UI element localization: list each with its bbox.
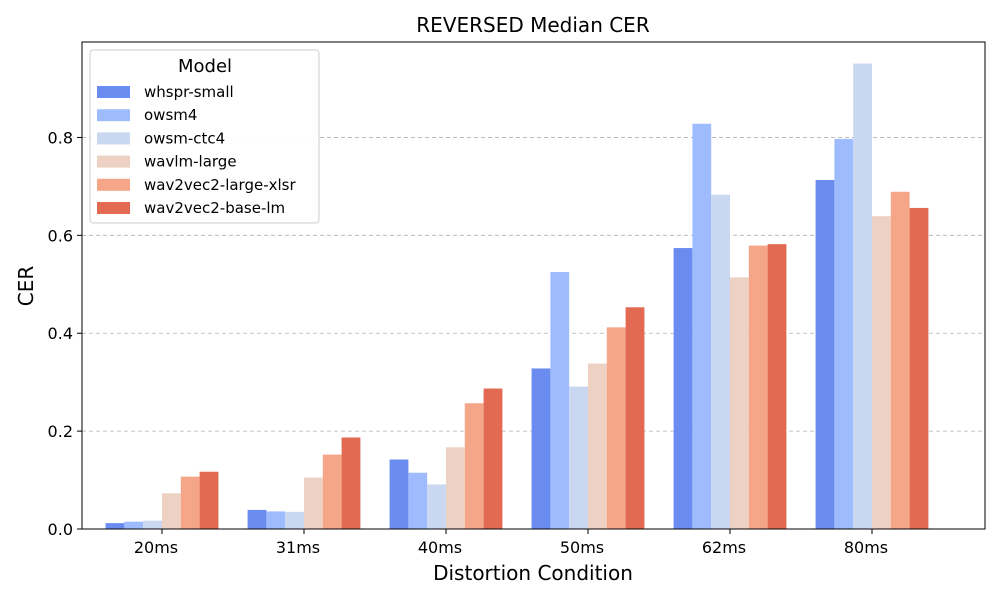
bar-whspr-small-31ms (247, 509, 267, 529)
y-tick-label: 0.4 (48, 324, 73, 343)
legend-entry-label: wav2vec2-base-lm (144, 199, 285, 217)
x-tick-label: 20ms (134, 538, 178, 557)
bar-owsm-ctc4-50ms (569, 386, 588, 529)
legend-entry-label: whspr-small (144, 83, 234, 101)
bar-wavlm-large-80ms (872, 216, 891, 529)
legend: Model whspr-small owsm4 owsm-ctc4 wavlm-lar… (89, 49, 320, 224)
bar-whspr-small-40ms (389, 459, 409, 529)
x-tick-label: 80ms (844, 538, 888, 557)
bar-wavlm-large-31ms (304, 477, 323, 529)
legend-swatch (97, 132, 130, 145)
bar-whspr-small-20ms (105, 523, 125, 529)
bar-wav2vec2-large-xlsr-40ms (464, 403, 484, 529)
legend-entry-label: wavlm-large (144, 153, 237, 171)
bar-wav2vec2-large-xlsr-80ms (890, 191, 910, 529)
bar-wavlm-large-62ms (730, 277, 749, 529)
bar-whspr-small-62ms (673, 248, 693, 529)
y-tick-label: 0.2 (48, 422, 73, 441)
bar-wav2vec2-large-xlsr-62ms (748, 245, 768, 529)
legend-entry-label: wav2vec2-large-xlsr (144, 176, 296, 194)
bar-owsm4-80ms (834, 138, 854, 529)
x-tick-label: 40ms (418, 538, 462, 557)
legend-swatch (97, 109, 130, 122)
bar-whspr-small-50ms (531, 368, 551, 529)
bar-wav2vec2-large-xlsr-20ms (180, 476, 200, 529)
y-tick-label: 0.0 (48, 520, 73, 539)
bar-wav2vec2-base-lm-62ms (767, 244, 787, 529)
bar-owsm4-62ms (692, 123, 712, 530)
bar-owsm-ctc4-80ms (853, 63, 872, 530)
legend-swatch (97, 178, 130, 191)
bar-owsm-ctc4-31ms (285, 511, 304, 529)
legend-swatch (97, 202, 130, 214)
bar-owsm4-31ms (266, 511, 286, 529)
legend-swatch (97, 86, 130, 98)
plot-area-frame (81, 41, 986, 530)
bar-wav2vec2-large-xlsr-50ms (606, 327, 626, 529)
legend-swatch (97, 155, 130, 168)
bar-wav2vec2-base-lm-20ms (199, 471, 219, 529)
bar-wav2vec2-base-lm-31ms (341, 437, 361, 529)
bar-owsm-ctc4-40ms (427, 484, 446, 529)
bar-whspr-small-80ms (815, 180, 835, 530)
bar-wav2vec2-base-lm-40ms (483, 388, 503, 529)
bar-wavlm-large-50ms (588, 363, 607, 529)
y-tick-label: 0.8 (48, 128, 73, 147)
legend-entry-label: owsm4 (144, 106, 197, 124)
x-tick-label: 62ms (702, 538, 746, 557)
x-axis-label: Distortion Condition (433, 561, 633, 585)
bar-owsm4-50ms (550, 272, 570, 529)
bar-wavlm-large-20ms (162, 493, 181, 529)
legend-entry-label: owsm-ctc4 (144, 129, 225, 147)
x-axis: 20ms 31ms 40ms 50ms 62ms 80ms (134, 529, 888, 557)
bar-wav2vec2-base-lm-50ms (625, 307, 645, 529)
bar-owsm4-20ms (124, 521, 144, 529)
legend-box (89, 49, 320, 224)
bar-wav2vec2-base-lm-80ms (909, 207, 929, 529)
chart-title: REVERSED Median CER (416, 13, 650, 37)
y-tick-label: 0.6 (48, 226, 73, 245)
bar-owsm4-40ms (408, 472, 428, 529)
bar-owsm-ctc4-62ms (711, 194, 730, 530)
y-axis: 0.0 0.2 0.4 0.6 0.8 (48, 128, 82, 539)
bars (105, 63, 929, 530)
x-tick-label: 50ms (560, 538, 604, 557)
bar-wavlm-large-40ms (446, 447, 465, 529)
legend-title: Model (178, 56, 232, 77)
bar-owsm-ctc4-20ms (143, 520, 162, 529)
bar-wav2vec2-large-xlsr-31ms (322, 454, 342, 529)
x-tick-label: 31ms (276, 538, 320, 557)
y-axis-label: CER (14, 266, 38, 307)
